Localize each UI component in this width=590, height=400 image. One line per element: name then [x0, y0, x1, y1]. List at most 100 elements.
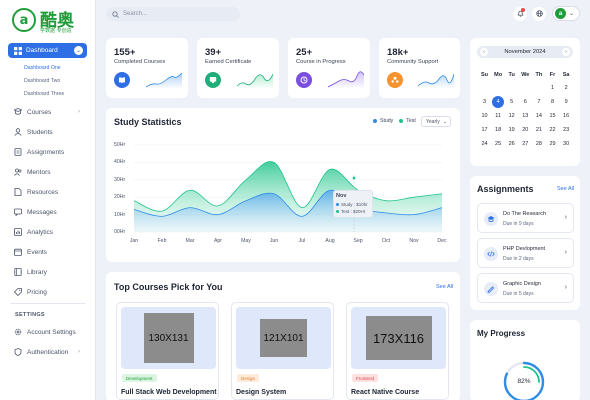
calendar-day[interactable]: 12 [508, 112, 515, 119]
stat-card-community-support[interactable]: 18k+ Community Support [379, 38, 460, 98]
calendar-day[interactable]: 16 [563, 112, 570, 119]
sidebar-item-label: Account Settings [27, 328, 76, 336]
sidebar-item-label: Library [27, 268, 47, 276]
chevron-right-icon: › [564, 284, 567, 291]
profile-menu[interactable]: a ⌄ [552, 6, 580, 21]
calendar-day[interactable]: 2 [564, 85, 568, 92]
assignment-item[interactable]: Graphic Design Due in 5 days › [477, 273, 574, 303]
legend-dot [399, 119, 404, 123]
chevron-left-icon[interactable]: ‹ [480, 48, 488, 56]
notification-button[interactable] [513, 6, 527, 21]
course-title: Design System [236, 389, 287, 396]
sidebar-item-label: Messages [27, 208, 57, 216]
stat-card-earned-certificate[interactable]: 39+ Earned Certificate [197, 38, 279, 98]
assignment-title: Graphic Design [503, 281, 541, 287]
search-input[interactable]: Search... [106, 7, 240, 21]
research-icon [484, 212, 498, 226]
stat-value: 18k+ [387, 47, 409, 58]
search-placeholder: Search... [123, 11, 148, 17]
sidebar-item-assignments[interactable]: Assignments [14, 146, 86, 158]
gear-icon [14, 328, 22, 336]
assignment-item[interactable]: PHP Devlopment Due in 2 days › [477, 238, 574, 268]
sidebar-item-account-settings[interactable]: Account Settings [14, 326, 86, 338]
calendar-day[interactable]: 9 [564, 99, 568, 106]
bell-icon [517, 10, 523, 17]
calendar-weekday: Sa [562, 71, 570, 78]
calendar-day[interactable]: 10 [481, 112, 488, 119]
sidebar-item-label: Assignments [27, 148, 65, 156]
course-card[interactable]: 130X131 Development Full Stack Web Devel… [116, 302, 219, 400]
calendar-day[interactable]: 1 [550, 85, 555, 92]
calendar-day[interactable]: 7 [537, 99, 541, 106]
calendar-day[interactable]: 18 [495, 126, 502, 133]
calendar-day[interactable]: 14 [535, 112, 542, 119]
period-select[interactable]: Yearly ⌄ [421, 116, 451, 127]
calendar-day[interactable]: 23 [563, 126, 570, 133]
calendar-day[interactable]: 19 [508, 126, 515, 133]
calendar-day[interactable]: 17 [481, 126, 488, 133]
calendar-day[interactable]: 4 [492, 96, 505, 109]
calendar-day[interactable]: 26 [508, 140, 515, 147]
calendar-day[interactable]: 27 [522, 140, 529, 147]
calendar-day[interactable]: 5 [510, 99, 514, 106]
courses-icon [14, 108, 22, 116]
calendar-day[interactable]: 13 [522, 112, 529, 119]
calendar-weekday: Su [480, 71, 489, 78]
chevron-right-icon[interactable]: › [562, 48, 570, 56]
calendar-day[interactable]: 24 [481, 140, 488, 147]
sidebar-item-pricing[interactable]: Pricing [14, 286, 86, 298]
sidebar-item-authentication[interactable]: Authentication › [14, 346, 86, 358]
calendar-day[interactable]: 15 [549, 112, 556, 119]
legend-dot [336, 203, 339, 206]
calendar-day[interactable]: 20 [522, 126, 529, 133]
calendar-day[interactable]: 22 [549, 126, 556, 133]
chevron-down-icon[interactable]: ⌄ [74, 46, 83, 55]
courses-see-all-link[interactable]: See All [436, 284, 454, 290]
stat-card-completed-courses[interactable]: 155+ Completed Courses [106, 38, 188, 98]
calendar-day[interactable]: 11 [495, 112, 501, 119]
calendar-day[interactable]: 21 [535, 126, 542, 133]
sidebar-item-mentors[interactable]: Mentors [14, 166, 86, 178]
sidebar-item-label: Students [27, 128, 53, 136]
sidebar-item-students[interactable]: Students [14, 126, 86, 138]
progress-ring [503, 361, 545, 400]
stat-card-course-in-progress[interactable]: 25+ Course in Progress [288, 38, 370, 98]
assignments-see-all-link[interactable]: See All [557, 186, 575, 192]
assignment-due: Due in 9 days [503, 221, 534, 227]
logo-mark: a [12, 8, 36, 32]
sidebar-item-label: Authentication [27, 348, 69, 356]
course-image: 173X116 [351, 307, 446, 369]
logo[interactable]: a 酷奥 学数据 专创造 [12, 6, 86, 36]
sidebar-item-library[interactable]: Library [14, 266, 86, 278]
legend-label: Study [380, 118, 394, 124]
community-icon [387, 72, 403, 88]
pricing-icon [14, 288, 22, 296]
legend-item-study[interactable]: Study [373, 118, 393, 124]
sidebar-subitem-dashboard-one[interactable]: Dashboard One [24, 65, 61, 71]
sidebar-item-resources[interactable]: Resources [14, 186, 86, 198]
sidebar-item-label: Mentors [27, 168, 51, 176]
assignments-icon [14, 148, 22, 156]
language-button[interactable] [532, 6, 546, 21]
legend-item-test[interactable]: Test [399, 118, 416, 124]
calendar-day[interactable]: 8 [550, 99, 555, 106]
sidebar-subitem-dashboard-two[interactable]: Dashboard Two [24, 78, 61, 84]
course-card[interactable]: 121X101 Design Design System [231, 302, 334, 400]
sidebar-item-courses[interactable]: Courses › [14, 106, 86, 118]
calendar-day[interactable]: 25 [495, 140, 502, 147]
calendar-day[interactable]: 29 [549, 140, 556, 147]
calendar-day[interactable]: 28 [535, 140, 542, 147]
stat-sparkline [328, 71, 364, 89]
sidebar-item-analytics[interactable]: Analytics [14, 226, 86, 238]
course-card[interactable]: 173X116 Frontend React Native Course [346, 302, 449, 400]
calendar-day[interactable]: 3 [482, 99, 487, 106]
calendar-day[interactable]: 6 [523, 99, 527, 106]
calendar-day[interactable]: 30 [563, 140, 570, 147]
sidebar-item-events[interactable]: Events [14, 246, 86, 258]
sidebar-item-label: Analytics [27, 228, 54, 236]
sidebar-item-messages[interactable]: Messages [14, 206, 86, 218]
assignment-item[interactable]: Do The Research Due in 9 days › [477, 203, 574, 233]
sidebar-item-label: Resources [27, 188, 59, 196]
sidebar-subitem-dashboard-three[interactable]: Dashboard Three [24, 91, 65, 97]
sidebar-item-dashboard[interactable]: Dashboard ⌄ [8, 43, 87, 58]
